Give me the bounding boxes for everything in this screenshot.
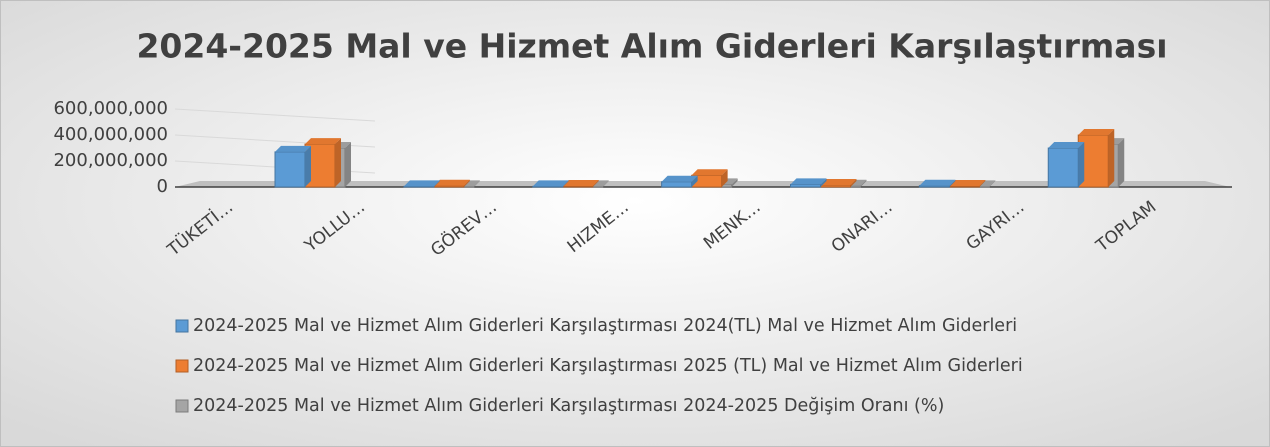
bar-side bbox=[345, 142, 351, 187]
y-tick-label: 200,000,000 bbox=[53, 150, 168, 171]
bar-side bbox=[473, 180, 480, 187]
bar-side bbox=[1118, 138, 1125, 187]
bar-side bbox=[989, 180, 996, 187]
bar-side bbox=[860, 179, 867, 187]
bar-top bbox=[919, 179, 956, 186]
bar-top bbox=[949, 179, 986, 186]
bar-top bbox=[790, 178, 827, 185]
bar-side bbox=[691, 175, 698, 187]
bar-side bbox=[562, 180, 569, 187]
bar-side bbox=[949, 179, 956, 187]
bar bbox=[433, 185, 465, 188]
bar bbox=[403, 185, 435, 188]
y-tick-label: 0 bbox=[157, 176, 168, 197]
y-tick-label: 600,000,000 bbox=[53, 98, 168, 119]
bar-top bbox=[661, 175, 698, 182]
bar-top bbox=[1048, 142, 1085, 148]
bar-top bbox=[433, 179, 470, 186]
legend-label: 2024-2025 Mal ve Hizmet Alım Giderleri K… bbox=[193, 316, 1017, 336]
chart-title: 2024-2025 Mal ve Hizmet Alım Giderleri K… bbox=[136, 27, 1167, 66]
bar-side bbox=[850, 179, 857, 187]
legend-swatch bbox=[175, 399, 189, 413]
bar-side bbox=[602, 180, 609, 187]
bar-top bbox=[403, 180, 440, 187]
legend-swatch bbox=[175, 319, 189, 333]
legend-label: 2024-2025 Mal ve Hizmet Alım Giderleri K… bbox=[193, 356, 1023, 376]
grid-line bbox=[174, 108, 376, 122]
bar-side bbox=[463, 179, 470, 187]
bar-side bbox=[979, 179, 986, 187]
bar-side bbox=[731, 178, 738, 187]
bar bbox=[562, 185, 594, 188]
bar-side bbox=[1108, 129, 1115, 187]
bar-top bbox=[275, 145, 311, 152]
bar-top bbox=[1078, 129, 1115, 135]
bar bbox=[532, 185, 564, 188]
bar-top bbox=[532, 180, 569, 187]
bar-top bbox=[305, 138, 341, 145]
legend-swatch bbox=[175, 359, 189, 373]
bar-side bbox=[721, 169, 728, 187]
bar bbox=[1047, 147, 1079, 188]
bar-side bbox=[592, 179, 599, 187]
bar-side bbox=[305, 145, 311, 187]
legend-label: 2024-2025 Mal ve Hizmet Alım Giderleri K… bbox=[193, 396, 944, 416]
bar-side bbox=[820, 178, 827, 187]
bar-top bbox=[562, 179, 599, 186]
bar bbox=[790, 183, 821, 188]
bar bbox=[820, 184, 851, 188]
bar-side bbox=[1078, 142, 1085, 187]
bar bbox=[918, 185, 950, 188]
bar-side bbox=[433, 180, 440, 187]
bar bbox=[661, 181, 693, 188]
bar bbox=[948, 185, 980, 188]
bar-side bbox=[335, 138, 341, 187]
bar-top bbox=[820, 179, 857, 186]
y-tick-label: 400,000,000 bbox=[53, 124, 168, 145]
bar-top bbox=[691, 169, 728, 176]
bar bbox=[274, 151, 306, 188]
